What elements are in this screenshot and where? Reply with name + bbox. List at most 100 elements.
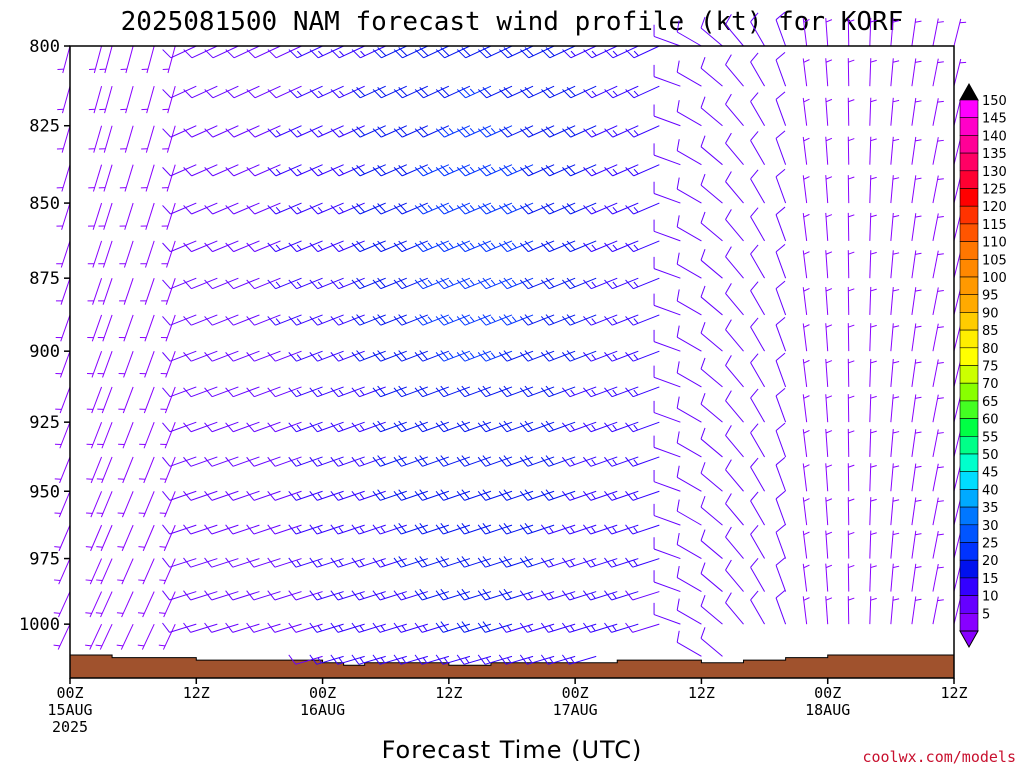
wind-barb [393,164,429,177]
wind-barb [561,654,597,665]
wind-barb [869,58,877,87]
wind-barb [540,455,576,467]
colorbar-swatch [959,577,979,596]
wind-barb [116,623,134,650]
wind-barb [393,590,428,601]
wind-barb [583,622,618,633]
wind-barb [162,277,197,290]
wind-barb [676,289,702,316]
wind-barb [246,622,281,633]
colorbar-label: 100 [982,271,1007,286]
wind-barb [246,490,281,501]
wind-barb [750,353,766,388]
wind-barb [225,557,260,568]
y-tick-label: 800 [29,37,60,57]
wind-barb [953,18,967,47]
wind-barb [97,386,113,414]
wind-barb [435,85,471,99]
wind-barb [288,240,323,253]
wind-barb [267,85,302,99]
wind-barb [330,490,365,501]
wind-barb [160,421,176,449]
wind-barb [477,350,513,362]
wind-barb [583,421,618,433]
wind-barb [869,212,877,241]
wind-barb [540,524,576,535]
wind-barb [847,463,855,492]
wind-barb [414,85,450,99]
wind-barb [330,557,365,568]
wind-barb [414,455,450,467]
wind-barb [141,86,155,114]
wind-barb [456,314,492,326]
wind-barb [138,456,155,484]
wind-barb [562,85,597,99]
wind-barb [604,421,639,433]
wind-barb [85,558,103,585]
colorbar-swatch [959,135,979,154]
wind-barb [498,164,534,177]
wind-barb [204,85,239,99]
wind-barb [700,249,723,279]
wind-barb [847,97,855,126]
wind-barb [246,240,281,253]
wind-barb [477,277,513,290]
wind-barb [137,623,155,650]
wind-barb [477,164,513,177]
wind-barb [825,497,833,526]
wind-barb [499,85,534,99]
wind-barb [700,392,723,423]
wind-barb [802,18,810,47]
wind-barb [309,456,344,467]
wind-barb [890,58,900,87]
below-ground-surface [69,654,955,679]
wind-barb [676,177,702,204]
wind-barb [604,314,639,326]
wind-barb [55,350,71,378]
wind-barb [139,350,155,378]
wind-barb [53,591,71,618]
colorbar-swatch [959,329,979,349]
wind-barb [98,278,113,305]
wind-barb [414,240,450,253]
wind-barb [204,557,239,568]
wind-barb [309,622,344,633]
wind-barb [676,20,702,47]
wind-barb [119,278,134,305]
wind-barb [562,125,597,138]
wind-barb [309,490,344,501]
wind-barb [267,125,302,138]
wind-barb [775,490,787,526]
wind-barb [118,386,134,414]
wind-barb [87,350,103,378]
wind-barb [414,522,450,535]
wind-barb [540,277,576,290]
wind-barb [750,281,766,316]
wind-barb [56,202,71,230]
wind-barb [653,24,681,47]
wind-barb [330,164,365,177]
wind-barb [141,45,155,74]
wind-barb [267,277,302,290]
wind-barb [911,596,922,625]
wind-barb [140,278,155,305]
wind-barb [750,131,766,165]
wind-barb [869,428,877,457]
wind-barb [435,556,471,568]
wind-barb [393,202,429,215]
wind-barb [477,489,513,501]
wind-barb [183,590,218,601]
wind-barb [583,125,618,138]
wind-barb [932,359,944,388]
wind-barb [330,421,365,433]
colorbar-label: 110 [982,236,1007,251]
colorbar-label: 45 [982,466,999,481]
colorbar-swatch [959,453,979,473]
wind-barb [372,590,407,601]
wind-barb [85,623,103,650]
wind-barb [911,463,922,492]
wind-barb [393,125,429,138]
wind-barb [676,532,702,559]
colorbar-swatch [959,223,979,242]
wind-barb [932,18,944,47]
